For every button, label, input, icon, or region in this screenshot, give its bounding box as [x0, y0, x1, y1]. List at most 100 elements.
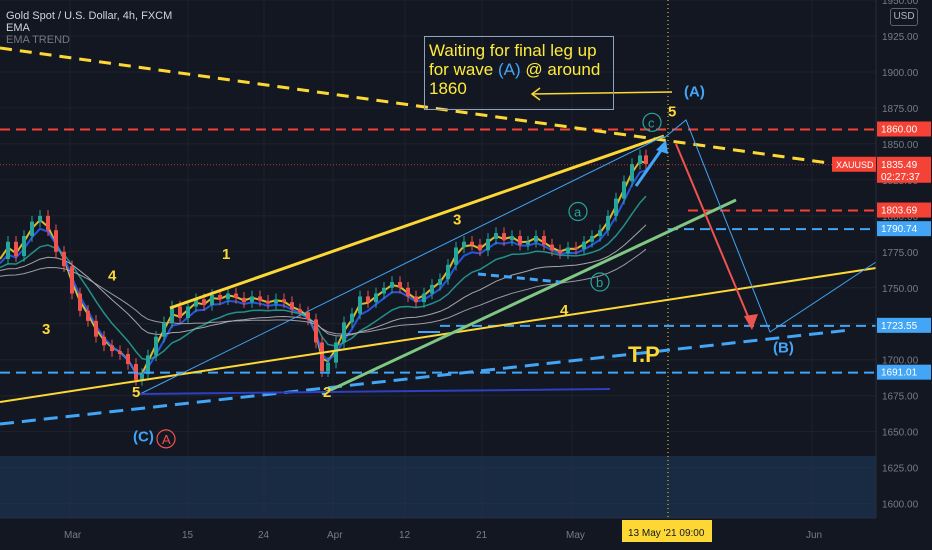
candle-body — [606, 215, 610, 231]
y-tick-label: 1900.00 — [882, 68, 919, 79]
candle-body — [590, 235, 594, 242]
candle-body — [306, 312, 310, 320]
candle-body — [486, 238, 490, 251]
candle-body — [502, 233, 506, 241]
y-tick-label: 1875.00 — [882, 104, 919, 115]
candle-body — [154, 336, 158, 356]
candle-body — [382, 287, 386, 294]
support-zone — [0, 456, 876, 518]
candle-body — [266, 300, 270, 304]
candle-body — [574, 247, 578, 249]
candle-body — [110, 345, 114, 352]
candle-body — [202, 299, 206, 306]
note-line-2c: @ around — [520, 60, 601, 79]
candle-body — [22, 235, 26, 257]
y-tick-label: 1750.00 — [882, 284, 919, 295]
y-tick-label: 1600.00 — [882, 500, 919, 511]
candle-body — [390, 282, 394, 288]
take-profit-label: T.P — [628, 342, 660, 367]
x-tick-label: 21 — [476, 530, 488, 541]
candle-body — [374, 293, 378, 303]
candle-body — [462, 241, 466, 248]
uptrend-dashed-line — [0, 328, 851, 426]
y-tick-label: 1775.00 — [882, 248, 919, 259]
crosshair-time-label: 13 May '21 09:00 — [628, 528, 705, 539]
candle-body — [430, 284, 434, 294]
candle-body — [638, 155, 642, 165]
candle-body — [342, 322, 346, 343]
wave-label: 1 — [222, 246, 230, 263]
wave-circle — [568, 201, 588, 222]
candle-body — [282, 299, 286, 303]
wave-label: 3 — [42, 321, 50, 338]
wave-labels: 3 4 1 5 2 3 4 5 (C) (A) (B) Ac a b — [42, 83, 794, 449]
candle-body — [314, 319, 318, 343]
thin-channel-line — [139, 135, 665, 395]
y-tick-label: 1700.00 — [882, 356, 919, 367]
y-tick-label: 1625.00 — [882, 464, 919, 475]
green-channel-line — [321, 198, 737, 396]
candle-body — [414, 296, 418, 303]
candle-body — [298, 309, 302, 313]
candle-body — [630, 164, 634, 182]
candle-body — [178, 306, 182, 318]
candle-body — [350, 313, 354, 323]
candle-body — [558, 250, 562, 254]
price-tag-label: 1691.01 — [881, 368, 918, 379]
wave-b-dash — [477, 272, 561, 284]
wave-circle-label: a — [574, 205, 582, 220]
downtrend-line — [0, 46, 851, 168]
candle-body — [186, 306, 190, 318]
candle-body — [438, 279, 442, 285]
price-tag-label: 1835.49 — [881, 160, 918, 171]
wave-circle — [642, 112, 662, 132]
price-tag-bg — [877, 202, 931, 218]
price-axis-bg — [876, 0, 932, 550]
candle-body — [598, 230, 602, 236]
candle-body — [78, 293, 82, 311]
candle-body — [526, 241, 530, 245]
y-tick-label: 1650.00 — [882, 428, 919, 439]
candle-body — [226, 293, 230, 300]
candle-body — [250, 296, 254, 303]
time-axis[interactable]: Mar 15 24 Apr 12 21 May Jun 13 May '21 09:00 — [0, 517, 876, 542]
wave-circle — [156, 429, 176, 449]
x-tick-label: Mar — [64, 530, 82, 541]
x-tick-label: May — [566, 530, 585, 541]
candle-body — [644, 155, 648, 165]
indicator-ema-trend[interactable]: EMA TREND — [6, 34, 70, 46]
symbol-title[interactable]: Gold Spot / U.S. Dollar, 4h, FXCM — [6, 10, 173, 22]
candles — [6, 149, 648, 386]
candle-body — [146, 355, 150, 375]
candle-body — [94, 320, 98, 337]
candle-body — [242, 297, 246, 303]
x-tick-label: 15 — [182, 530, 194, 541]
price-axis[interactable]: 1950.001925.001900.001875.001850.001825.… — [832, 0, 932, 550]
price-tag-bg — [877, 121, 931, 137]
candle-body — [534, 235, 538, 242]
trend-drawings — [0, 0, 877, 518]
wave-label: (B) — [773, 340, 794, 357]
projection-arrow — [675, 143, 753, 327]
price-tag-bg — [877, 364, 931, 380]
wave-label: 5 — [132, 384, 140, 401]
price-tag-bg — [877, 156, 931, 183]
candle-body — [258, 296, 262, 301]
target-arrow — [634, 145, 666, 187]
projection-arrowhead — [744, 314, 758, 330]
wave-label: (C) — [133, 429, 154, 446]
candle-body — [582, 241, 586, 249]
price-tag-label: 1790.74 — [881, 224, 918, 235]
currency-button[interactable]: USD — [890, 8, 918, 26]
candle-body — [358, 296, 362, 314]
indicator-ema[interactable]: EMA — [6, 22, 30, 34]
wave-label: 4 — [560, 302, 569, 319]
wave-circle-label: c — [648, 115, 655, 130]
candle-body — [542, 235, 546, 245]
candle-body — [422, 293, 426, 303]
note-pointer — [531, 91, 673, 95]
ema-line-4 — [0, 248, 647, 335]
x-tick-label: Apr — [327, 530, 343, 541]
candle-body — [194, 299, 198, 307]
